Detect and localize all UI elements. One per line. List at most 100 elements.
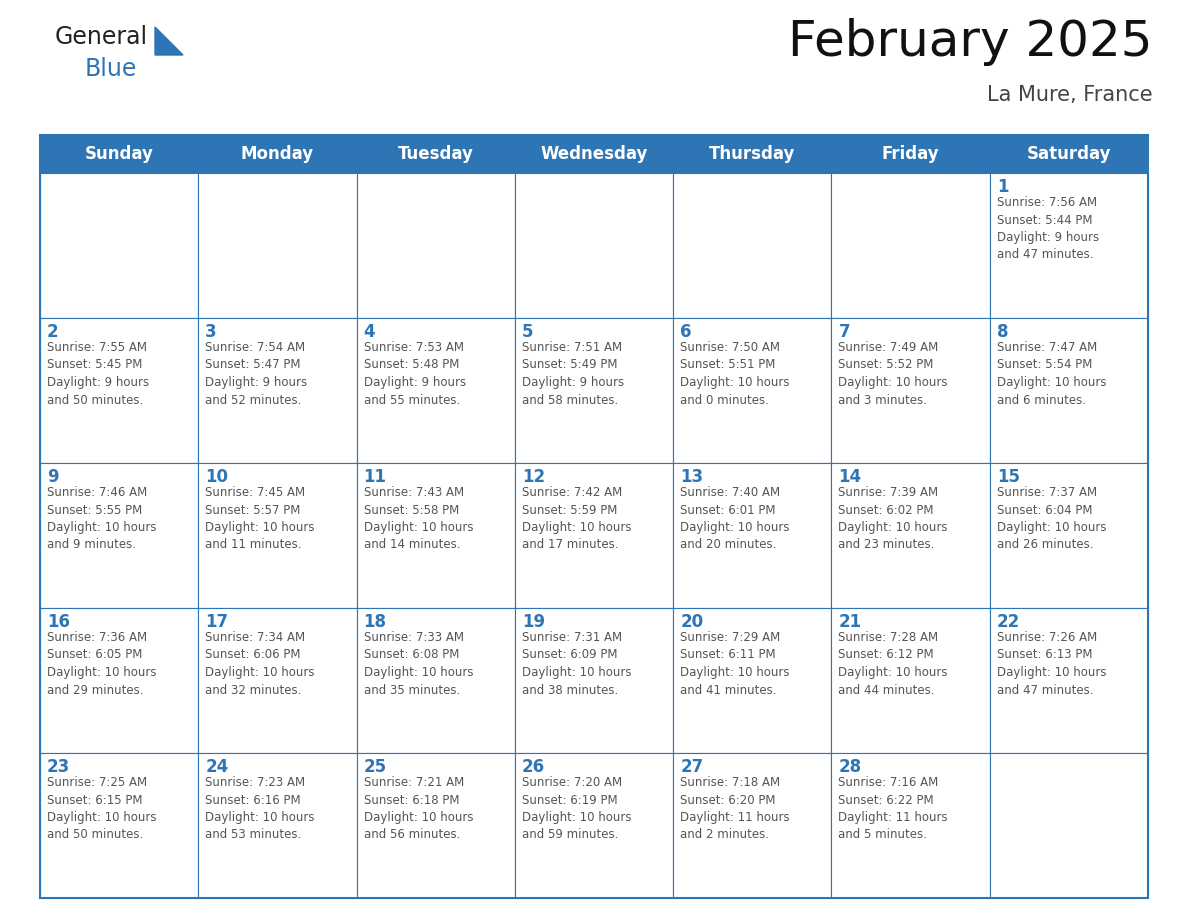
Text: 21: 21 — [839, 613, 861, 631]
Text: Friday: Friday — [881, 145, 940, 163]
Bar — [514, 608, 674, 753]
Text: 24: 24 — [206, 758, 228, 776]
Text: 17: 17 — [206, 613, 228, 631]
Text: 2: 2 — [48, 323, 58, 341]
Text: Sunrise: 7:36 AM
Sunset: 6:05 PM
Daylight: 10 hours
and 29 minutes.: Sunrise: 7:36 AM Sunset: 6:05 PM Dayligh… — [48, 631, 157, 697]
Text: 23: 23 — [48, 758, 70, 776]
Text: Monday: Monday — [241, 145, 314, 163]
Bar — [674, 463, 832, 608]
Text: Sunrise: 7:46 AM
Sunset: 5:55 PM
Daylight: 10 hours
and 9 minutes.: Sunrise: 7:46 AM Sunset: 5:55 PM Dayligh… — [48, 486, 157, 552]
Text: Sunrise: 7:39 AM
Sunset: 6:02 PM
Daylight: 10 hours
and 23 minutes.: Sunrise: 7:39 AM Sunset: 6:02 PM Dayligh… — [839, 486, 948, 552]
Bar — [514, 753, 674, 898]
Text: Sunrise: 7:40 AM
Sunset: 6:01 PM
Daylight: 10 hours
and 20 minutes.: Sunrise: 7:40 AM Sunset: 6:01 PM Dayligh… — [681, 486, 790, 552]
Text: General: General — [55, 25, 148, 49]
Bar — [198, 463, 356, 608]
Text: Sunrise: 7:31 AM
Sunset: 6:09 PM
Daylight: 10 hours
and 38 minutes.: Sunrise: 7:31 AM Sunset: 6:09 PM Dayligh… — [522, 631, 631, 697]
Text: Thursday: Thursday — [709, 145, 796, 163]
Text: 20: 20 — [681, 613, 703, 631]
Text: Saturday: Saturday — [1026, 145, 1111, 163]
Text: 26: 26 — [522, 758, 545, 776]
Bar — [674, 135, 832, 173]
Text: Sunrise: 7:54 AM
Sunset: 5:47 PM
Daylight: 9 hours
and 52 minutes.: Sunrise: 7:54 AM Sunset: 5:47 PM Dayligh… — [206, 341, 308, 407]
Text: Sunrise: 7:28 AM
Sunset: 6:12 PM
Daylight: 10 hours
and 44 minutes.: Sunrise: 7:28 AM Sunset: 6:12 PM Dayligh… — [839, 631, 948, 697]
Text: Sunrise: 7:29 AM
Sunset: 6:11 PM
Daylight: 10 hours
and 41 minutes.: Sunrise: 7:29 AM Sunset: 6:11 PM Dayligh… — [681, 631, 790, 697]
Text: Sunrise: 7:21 AM
Sunset: 6:18 PM
Daylight: 10 hours
and 56 minutes.: Sunrise: 7:21 AM Sunset: 6:18 PM Dayligh… — [364, 776, 473, 842]
Text: 3: 3 — [206, 323, 217, 341]
Bar — [198, 318, 356, 463]
Text: Sunrise: 7:25 AM
Sunset: 6:15 PM
Daylight: 10 hours
and 50 minutes.: Sunrise: 7:25 AM Sunset: 6:15 PM Dayligh… — [48, 776, 157, 842]
Bar — [356, 173, 514, 318]
Text: Tuesday: Tuesday — [398, 145, 474, 163]
Text: 11: 11 — [364, 468, 386, 486]
Text: 27: 27 — [681, 758, 703, 776]
Bar — [832, 753, 990, 898]
Text: 1: 1 — [997, 178, 1009, 196]
Bar — [40, 463, 198, 608]
Bar — [356, 135, 514, 173]
Bar — [356, 608, 514, 753]
Text: 12: 12 — [522, 468, 545, 486]
Bar — [832, 135, 990, 173]
Polygon shape — [154, 27, 183, 55]
Text: Sunrise: 7:33 AM
Sunset: 6:08 PM
Daylight: 10 hours
and 35 minutes.: Sunrise: 7:33 AM Sunset: 6:08 PM Dayligh… — [364, 631, 473, 697]
Text: 6: 6 — [681, 323, 691, 341]
Text: 28: 28 — [839, 758, 861, 776]
Bar — [832, 463, 990, 608]
Bar — [514, 463, 674, 608]
Text: Sunday: Sunday — [84, 145, 153, 163]
Text: 5: 5 — [522, 323, 533, 341]
Text: 22: 22 — [997, 613, 1020, 631]
Bar — [990, 608, 1148, 753]
Text: 10: 10 — [206, 468, 228, 486]
Bar — [40, 135, 1148, 898]
Bar — [674, 173, 832, 318]
Text: Sunrise: 7:23 AM
Sunset: 6:16 PM
Daylight: 10 hours
and 53 minutes.: Sunrise: 7:23 AM Sunset: 6:16 PM Dayligh… — [206, 776, 315, 842]
Text: 14: 14 — [839, 468, 861, 486]
Text: 16: 16 — [48, 613, 70, 631]
Text: 15: 15 — [997, 468, 1019, 486]
Text: Sunrise: 7:34 AM
Sunset: 6:06 PM
Daylight: 10 hours
and 32 minutes.: Sunrise: 7:34 AM Sunset: 6:06 PM Dayligh… — [206, 631, 315, 697]
Bar — [832, 318, 990, 463]
Bar — [198, 608, 356, 753]
Text: Sunrise: 7:20 AM
Sunset: 6:19 PM
Daylight: 10 hours
and 59 minutes.: Sunrise: 7:20 AM Sunset: 6:19 PM Dayligh… — [522, 776, 631, 842]
Bar — [40, 608, 198, 753]
Text: Sunrise: 7:26 AM
Sunset: 6:13 PM
Daylight: 10 hours
and 47 minutes.: Sunrise: 7:26 AM Sunset: 6:13 PM Dayligh… — [997, 631, 1106, 697]
Bar — [40, 318, 198, 463]
Bar — [674, 753, 832, 898]
Text: Blue: Blue — [86, 57, 138, 81]
Text: Sunrise: 7:51 AM
Sunset: 5:49 PM
Daylight: 9 hours
and 58 minutes.: Sunrise: 7:51 AM Sunset: 5:49 PM Dayligh… — [522, 341, 624, 407]
Bar — [356, 318, 514, 463]
Text: Sunrise: 7:16 AM
Sunset: 6:22 PM
Daylight: 11 hours
and 5 minutes.: Sunrise: 7:16 AM Sunset: 6:22 PM Dayligh… — [839, 776, 948, 842]
Text: Sunrise: 7:49 AM
Sunset: 5:52 PM
Daylight: 10 hours
and 3 minutes.: Sunrise: 7:49 AM Sunset: 5:52 PM Dayligh… — [839, 341, 948, 407]
Bar — [990, 135, 1148, 173]
Bar — [198, 135, 356, 173]
Text: 9: 9 — [48, 468, 58, 486]
Text: Sunrise: 7:55 AM
Sunset: 5:45 PM
Daylight: 9 hours
and 50 minutes.: Sunrise: 7:55 AM Sunset: 5:45 PM Dayligh… — [48, 341, 150, 407]
Text: Sunrise: 7:50 AM
Sunset: 5:51 PM
Daylight: 10 hours
and 0 minutes.: Sunrise: 7:50 AM Sunset: 5:51 PM Dayligh… — [681, 341, 790, 407]
Bar — [514, 135, 674, 173]
Text: Sunrise: 7:42 AM
Sunset: 5:59 PM
Daylight: 10 hours
and 17 minutes.: Sunrise: 7:42 AM Sunset: 5:59 PM Dayligh… — [522, 486, 631, 552]
Text: 7: 7 — [839, 323, 851, 341]
Text: Sunrise: 7:45 AM
Sunset: 5:57 PM
Daylight: 10 hours
and 11 minutes.: Sunrise: 7:45 AM Sunset: 5:57 PM Dayligh… — [206, 486, 315, 552]
Text: 19: 19 — [522, 613, 545, 631]
Bar — [40, 173, 198, 318]
Bar — [514, 318, 674, 463]
Bar — [674, 318, 832, 463]
Text: 4: 4 — [364, 323, 375, 341]
Bar — [990, 463, 1148, 608]
Text: Sunrise: 7:47 AM
Sunset: 5:54 PM
Daylight: 10 hours
and 6 minutes.: Sunrise: 7:47 AM Sunset: 5:54 PM Dayligh… — [997, 341, 1106, 407]
Text: Sunrise: 7:56 AM
Sunset: 5:44 PM
Daylight: 9 hours
and 47 minutes.: Sunrise: 7:56 AM Sunset: 5:44 PM Dayligh… — [997, 196, 1099, 262]
Bar — [832, 173, 990, 318]
Bar — [40, 753, 198, 898]
Bar — [198, 173, 356, 318]
Bar — [990, 318, 1148, 463]
Bar — [674, 608, 832, 753]
Bar — [356, 463, 514, 608]
Text: Sunrise: 7:43 AM
Sunset: 5:58 PM
Daylight: 10 hours
and 14 minutes.: Sunrise: 7:43 AM Sunset: 5:58 PM Dayligh… — [364, 486, 473, 552]
Bar — [832, 608, 990, 753]
Bar — [356, 753, 514, 898]
Text: 25: 25 — [364, 758, 387, 776]
Bar — [514, 173, 674, 318]
Text: 18: 18 — [364, 613, 386, 631]
Bar — [990, 173, 1148, 318]
